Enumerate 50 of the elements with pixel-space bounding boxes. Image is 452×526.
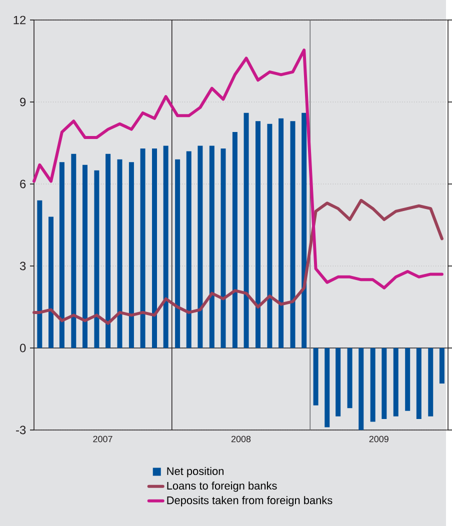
line-series <box>32 48 444 290</box>
bar <box>347 348 352 408</box>
bar <box>428 348 433 416</box>
bar <box>416 348 422 420</box>
bar <box>82 164 88 348</box>
bar <box>117 159 122 348</box>
bar <box>128 162 134 348</box>
bar <box>152 148 157 348</box>
bar <box>370 348 376 422</box>
bar <box>335 348 340 416</box>
bar <box>209 146 214 348</box>
x-tick-label: 2008 <box>231 436 250 442</box>
bar <box>140 148 146 348</box>
bar <box>255 121 260 348</box>
bar <box>220 148 226 348</box>
line-series <box>32 198 444 325</box>
bar <box>324 348 330 428</box>
bar <box>163 146 168 348</box>
bar <box>381 348 386 420</box>
bar <box>267 124 272 348</box>
x-tick-label: 2009 <box>369 436 388 442</box>
y-tick-label: 12 <box>14 16 26 24</box>
bar <box>278 118 284 348</box>
bar <box>36 200 42 348</box>
x-tick-label: 2007 <box>93 436 112 442</box>
bar <box>439 348 444 384</box>
legend-label: Loans to foreign banks <box>167 482 277 492</box>
y-tick-label: 0 <box>20 344 26 352</box>
bar <box>48 216 54 348</box>
bar <box>393 348 398 416</box>
bar <box>404 348 410 411</box>
bar <box>94 170 100 348</box>
bar <box>70 154 76 348</box>
y-tick-label: 9 <box>20 98 26 106</box>
bar <box>186 151 192 348</box>
bar <box>290 121 296 348</box>
bar <box>198 146 203 348</box>
bar <box>244 112 249 348</box>
bar <box>358 348 364 430</box>
legend-label: Net position <box>167 466 224 478</box>
bar <box>313 348 318 406</box>
bar <box>301 112 306 348</box>
legend-label: Deposits taken from foreign banks <box>167 496 332 506</box>
bar <box>59 162 64 348</box>
bar <box>174 159 180 348</box>
y-tick-label: 3 <box>20 262 26 270</box>
bar <box>105 154 110 348</box>
y-tick-label: 6 <box>20 180 26 188</box>
y-tick-label: -3 <box>16 426 26 434</box>
bar <box>232 132 238 348</box>
